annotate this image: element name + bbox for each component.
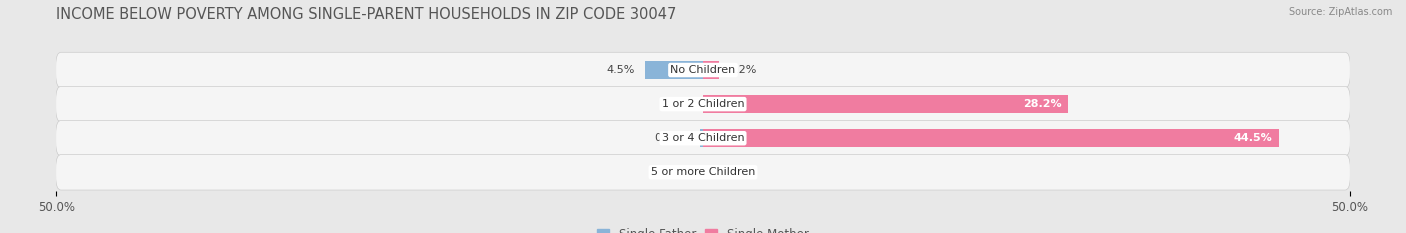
Text: 3 or 4 Children: 3 or 4 Children bbox=[662, 133, 744, 143]
Text: 1.2%: 1.2% bbox=[728, 65, 758, 75]
Text: 44.5%: 44.5% bbox=[1233, 133, 1272, 143]
Text: No Children: No Children bbox=[671, 65, 735, 75]
Legend: Single Father, Single Mother: Single Father, Single Mother bbox=[598, 228, 808, 233]
Text: 0.0%: 0.0% bbox=[713, 167, 741, 177]
FancyBboxPatch shape bbox=[56, 86, 1350, 122]
FancyBboxPatch shape bbox=[703, 95, 1067, 113]
Text: 5 or more Children: 5 or more Children bbox=[651, 167, 755, 177]
Text: 4.5%: 4.5% bbox=[606, 65, 634, 75]
FancyBboxPatch shape bbox=[700, 129, 703, 147]
FancyBboxPatch shape bbox=[56, 52, 1350, 88]
Text: 0.25%: 0.25% bbox=[654, 133, 689, 143]
FancyBboxPatch shape bbox=[645, 61, 703, 79]
Text: 28.2%: 28.2% bbox=[1022, 99, 1062, 109]
Text: 1 or 2 Children: 1 or 2 Children bbox=[662, 99, 744, 109]
FancyBboxPatch shape bbox=[56, 154, 1350, 190]
Text: Source: ZipAtlas.com: Source: ZipAtlas.com bbox=[1288, 7, 1392, 17]
FancyBboxPatch shape bbox=[56, 120, 1350, 156]
Text: 0.0%: 0.0% bbox=[665, 99, 693, 109]
FancyBboxPatch shape bbox=[703, 129, 1278, 147]
Text: INCOME BELOW POVERTY AMONG SINGLE-PARENT HOUSEHOLDS IN ZIP CODE 30047: INCOME BELOW POVERTY AMONG SINGLE-PARENT… bbox=[56, 7, 676, 22]
FancyBboxPatch shape bbox=[703, 61, 718, 79]
Text: 0.0%: 0.0% bbox=[665, 167, 693, 177]
